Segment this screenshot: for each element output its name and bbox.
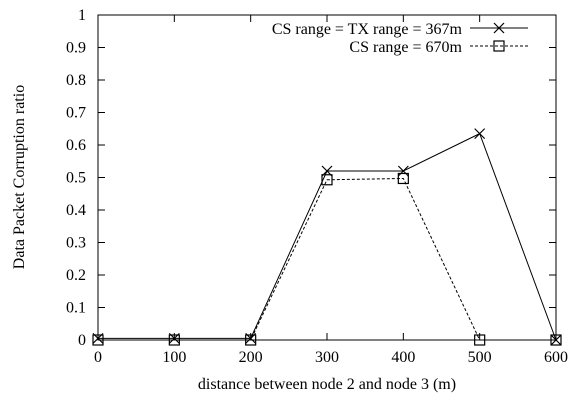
y-tick-label: 0.1 — [66, 300, 86, 317]
y-tick-label: 0.9 — [66, 40, 86, 57]
y-tick-label: 0.4 — [66, 202, 86, 219]
square-marker — [493, 40, 505, 52]
square-marker — [397, 172, 409, 185]
square-marker — [550, 334, 562, 346]
x-tick-label: 100 — [162, 349, 186, 366]
series-line — [98, 177, 556, 341]
series-line — [98, 132, 557, 341]
cross-marker — [493, 22, 505, 34]
x-axis-ticks: 0 100 200 300 400 500 600 — [94, 15, 568, 366]
y-tick-label: 0.8 — [66, 72, 86, 89]
square-marker — [245, 334, 257, 346]
y-tick-label: 0 — [78, 332, 86, 349]
x-tick-label: 300 — [315, 349, 339, 366]
x-tick-label: 400 — [391, 349, 415, 366]
x-tick-label: 200 — [239, 349, 263, 366]
square-marker — [168, 334, 180, 346]
y-tick-label: 0.5 — [66, 170, 86, 187]
y-tick-label: 0.7 — [66, 105, 86, 122]
x-tick-label: 500 — [468, 349, 492, 366]
square-marker — [92, 334, 104, 346]
plot-area-frame — [97, 14, 557, 341]
legend-label: CS range = 670m — [349, 39, 462, 56]
series-2 — [92, 172, 562, 346]
cross-marker — [397, 165, 409, 177]
x-tick-label: 600 — [544, 349, 568, 366]
square-marker — [474, 334, 486, 346]
x-axis-label: distance between node 2 and node 3 (m) — [198, 376, 456, 393]
legend-label: CS range = TX range = 367m — [272, 21, 463, 38]
y-axis-ticks: 0 0.1 0.2 0.3 0.4 0.5 0.6 0.7 0.8 0.9 1 — [66, 7, 556, 349]
y-tick-label: 0.2 — [66, 267, 86, 284]
square-marker — [321, 174, 333, 186]
series-layer — [92, 128, 562, 346]
y-tick-label: 1 — [78, 7, 86, 24]
series-1 — [92, 128, 562, 346]
x-tick-label: 0 — [94, 349, 102, 366]
legend-item: CS range = 670m — [349, 39, 528, 56]
y-tick-label: 0.3 — [66, 235, 86, 252]
legend-item: CS range = TX range = 367m — [272, 21, 528, 38]
y-axis-label: Data Packet Corruption ratio — [11, 85, 28, 269]
y-tick-label: 0.6 — [66, 137, 86, 154]
cross-marker — [474, 128, 486, 140]
